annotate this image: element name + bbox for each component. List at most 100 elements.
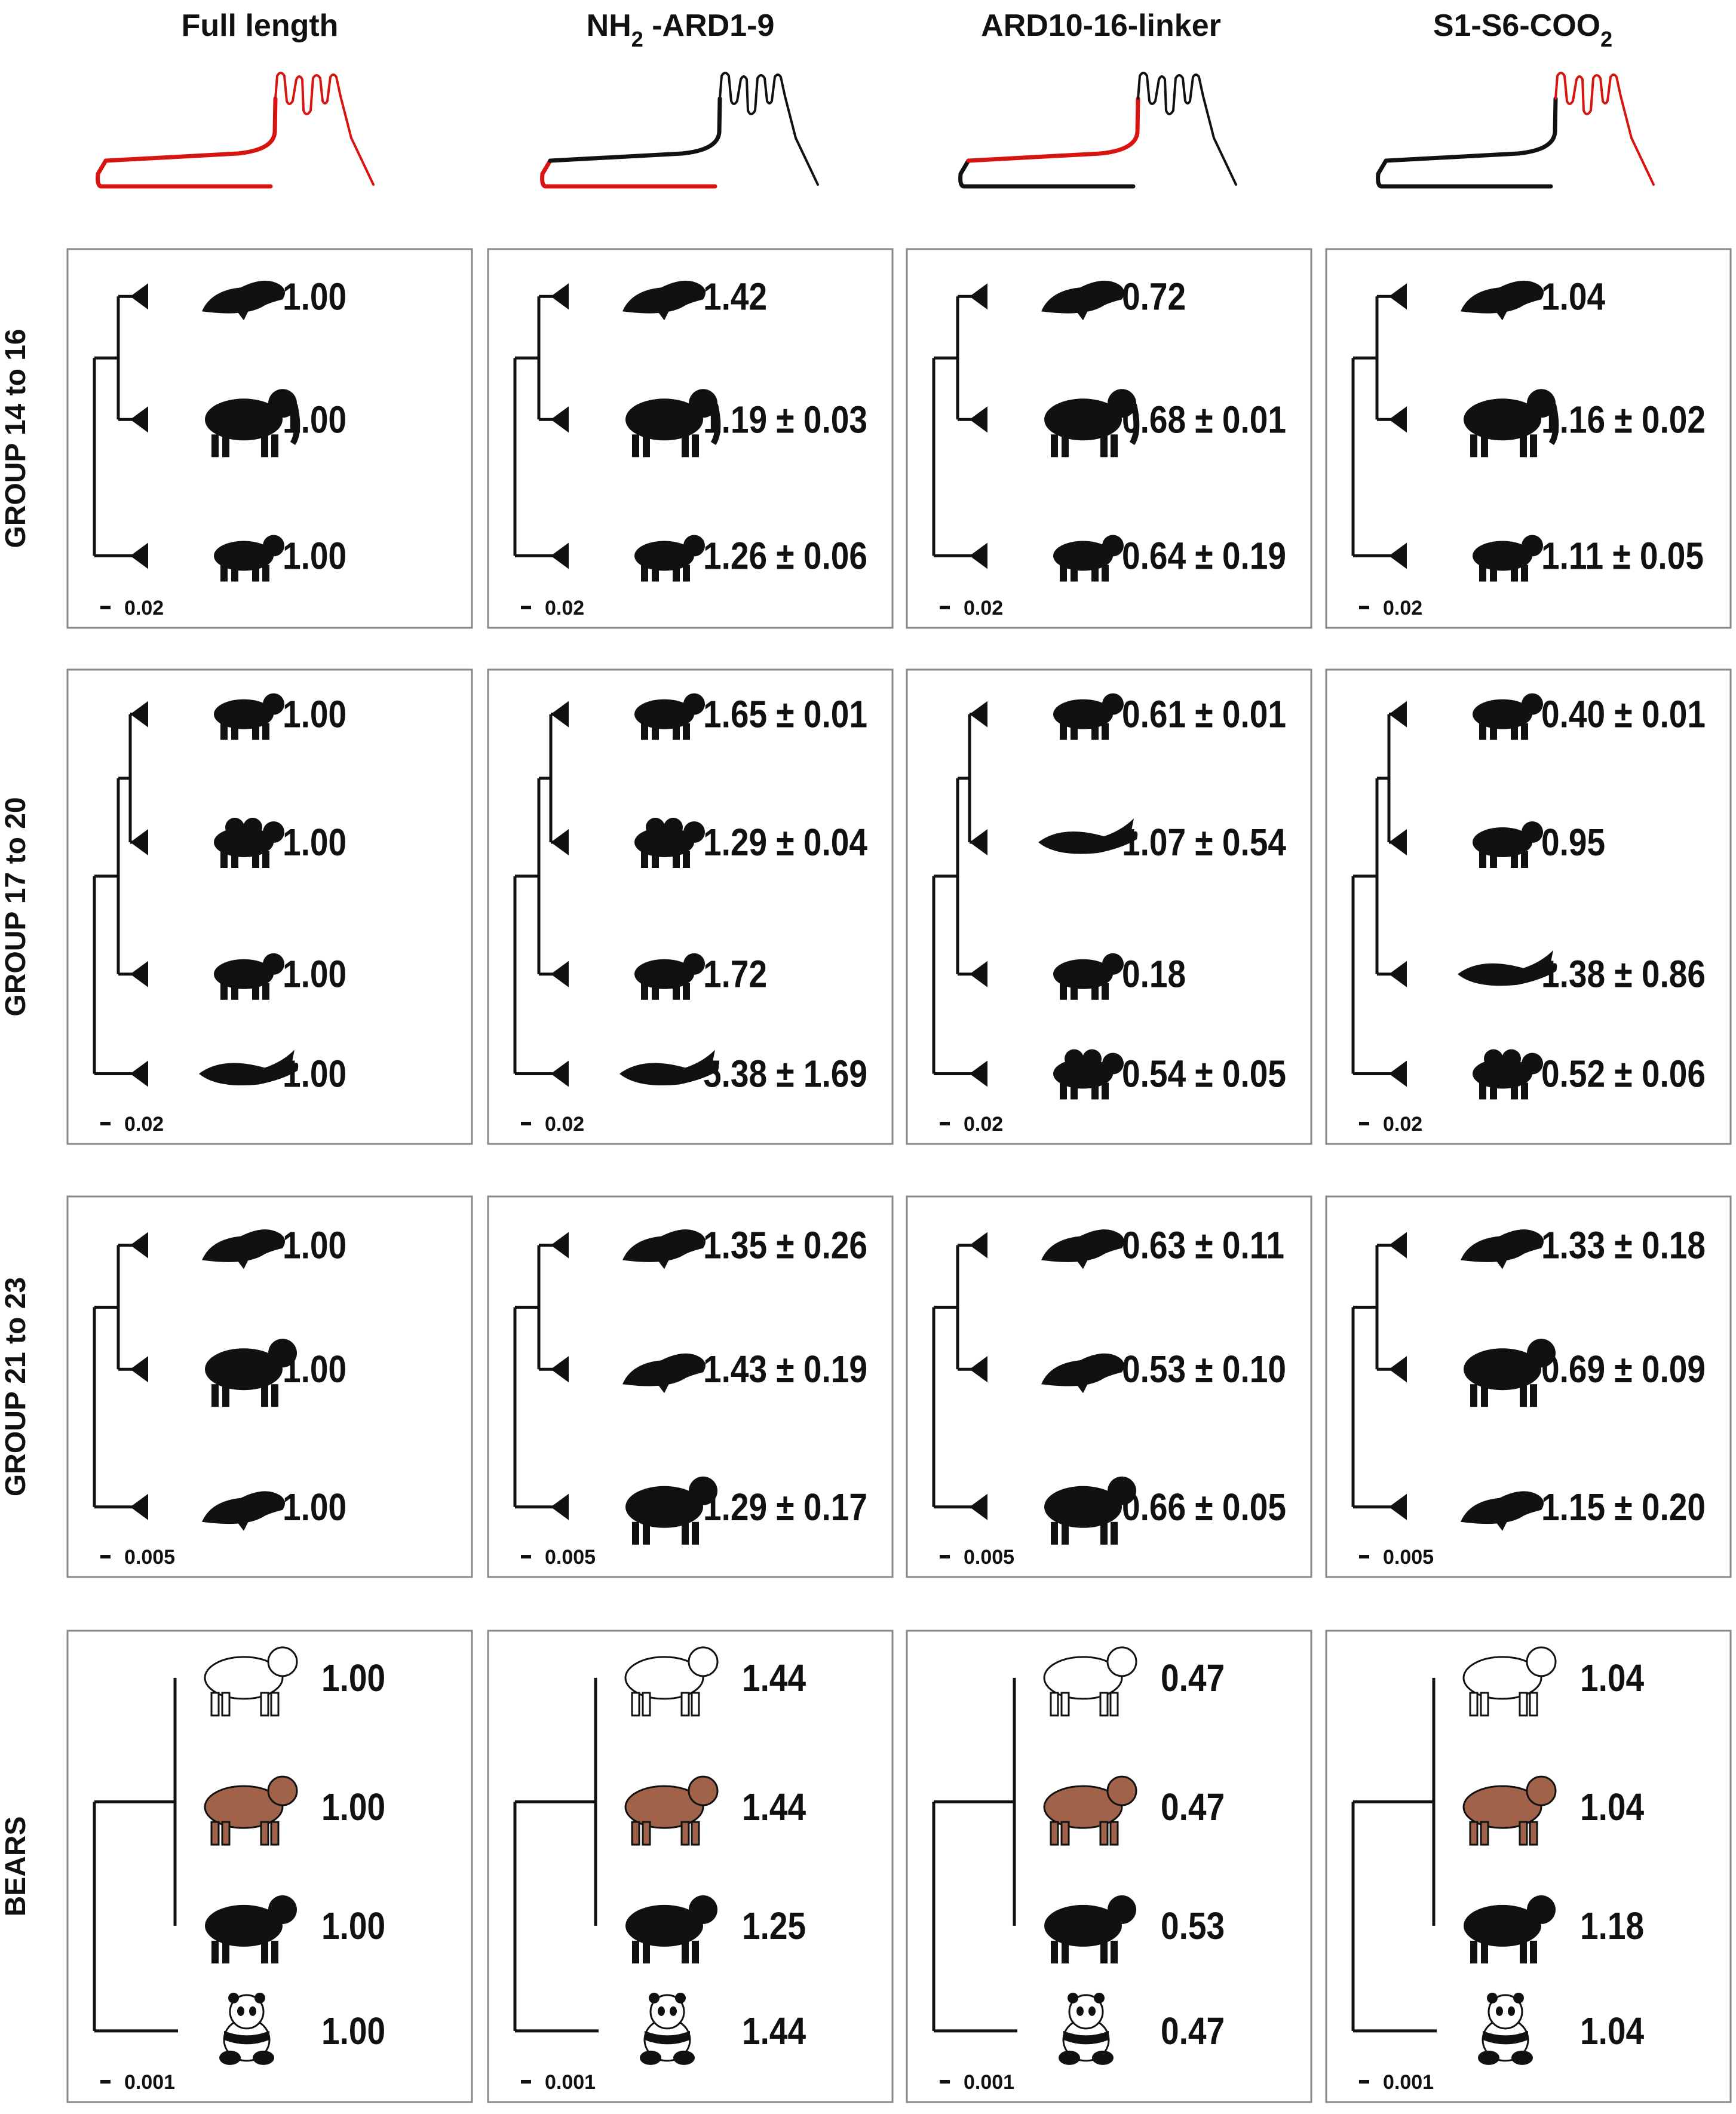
channel-topology-cartoon — [96, 72, 375, 189]
collapsed-clade-triangle — [551, 1356, 569, 1383]
scale-bar-label: 0.02 — [545, 1113, 584, 1136]
collapsed-clade-triangle — [130, 1232, 148, 1259]
expression-value: 1.29 ± 0.17 — [703, 1486, 867, 1529]
elephant-icon — [205, 389, 300, 458]
panel-frame — [487, 1630, 894, 2103]
channel-topology-cartoon — [958, 72, 1237, 189]
collapsed-clade-triangle — [551, 1232, 569, 1259]
expression-value: 1.38 ± 0.86 — [1541, 953, 1706, 996]
segment-n-terminus — [958, 158, 1136, 189]
bear-icon — [205, 1339, 297, 1407]
tree-panel: 1.00 1.00 1.00 0.005 — [66, 1195, 473, 1578]
row-label: GROUP 17 to 20 — [0, 797, 32, 1016]
tree-panel: 0.47 0.47 0.53 0.47 0.001 — [906, 1630, 1312, 2103]
column-header-text: Full length — [182, 8, 339, 43]
expression-value: 0.63 ± 0.11 — [1122, 1224, 1284, 1267]
expression-value: 0.66 ± 0.05 — [1122, 1486, 1286, 1529]
channel-topology-cartoon — [540, 72, 819, 189]
expression-value: 1.26 ± 0.06 — [703, 535, 867, 578]
row-label: GROUP 21 to 23 — [0, 1277, 32, 1496]
collapsed-clade-triangle — [551, 1060, 569, 1087]
panda-icon — [1478, 1992, 1533, 2065]
hyrax-icon — [634, 953, 705, 1000]
expression-value: 1.00 — [283, 821, 346, 864]
collapsed-clade-triangle — [970, 542, 987, 569]
collapsed-clade-triangle — [130, 283, 148, 310]
sea-lion-icon — [1461, 1229, 1544, 1269]
expression-value: 0.47 — [1161, 1656, 1225, 1699]
collapsed-clade-triangle — [551, 542, 569, 569]
collapsed-clade-triangle — [130, 829, 148, 856]
phylogenetic-tree — [93, 283, 148, 569]
hyrax-icon — [1473, 821, 1543, 869]
tree-panel: 1.42 1.19 ± 0.03 1.26 ± 0.06 0.02 — [487, 248, 894, 629]
tree-panel: 0.72 0.68 ± 0.01 0.64 ± 0.19 0.02 — [906, 248, 1312, 629]
panel-frame — [66, 1195, 473, 1578]
expression-value: 0.68 ± 0.01 — [1122, 398, 1286, 441]
tree-panel: 1.00 1.00 1.00 1.00 0.001 — [66, 1630, 473, 2103]
brown-bear-icon — [204, 1775, 298, 1846]
whale-icon — [1038, 818, 1138, 854]
polar-bear-icon — [1462, 1646, 1557, 1717]
expression-value: 1.04 — [1580, 2009, 1644, 2052]
phylogenetic-tree — [1351, 701, 1407, 1087]
pig-icon — [214, 693, 284, 740]
column-header-text: ARD10-16-linker — [981, 8, 1221, 43]
otter-icon — [1461, 1491, 1544, 1531]
segment-n-terminus — [1376, 158, 1553, 189]
panel-frame — [1325, 1195, 1732, 1578]
collapsed-clade-triangle — [970, 283, 987, 310]
segment-n-terminus — [96, 158, 273, 189]
column-header-subscript: 2 — [631, 27, 643, 51]
panel-frame — [66, 1630, 473, 2103]
panel-frame — [906, 1195, 1312, 1578]
collapsed-clade-triangle — [551, 961, 569, 987]
scale-bar-label: 0.02 — [124, 597, 164, 619]
segment-ard10-16-linker — [966, 96, 1140, 163]
scale-bar-label: 0.001 — [964, 2071, 1014, 2094]
tree-panel: 1.35 ± 0.26 1.43 ± 0.19 1.29 ± 0.17 0.005 — [487, 1195, 894, 1578]
expression-value: 1.33 ± 0.18 — [1541, 1224, 1706, 1267]
black-bear-icon — [1044, 1895, 1136, 1963]
scale-bar-label: 0.02 — [1383, 597, 1422, 619]
expression-value: 1.04 — [1580, 1785, 1644, 1828]
collapsed-clade-triangle — [130, 542, 148, 569]
phylogenetic-tree — [93, 1677, 178, 2033]
expression-value: 1.16 ± 0.02 — [1541, 398, 1706, 441]
expression-value: 0.47 — [1161, 2009, 1225, 2052]
collapsed-clade-triangle — [551, 283, 569, 310]
phylogenetic-tree — [513, 701, 569, 1087]
collapsed-clade-triangle — [1389, 1493, 1407, 1520]
phylogenetic-tree — [1351, 283, 1407, 569]
bear-icon — [1044, 1476, 1136, 1545]
otter-icon — [1041, 1353, 1124, 1394]
collapsed-clade-triangle — [130, 701, 148, 728]
scale-bar-label: 0.02 — [964, 1113, 1003, 1136]
collapsed-clade-triangle — [970, 961, 987, 987]
phylogenetic-tree — [93, 1232, 148, 1520]
collapsed-clade-triangle — [1389, 283, 1407, 310]
collapsed-clade-triangle — [1389, 1060, 1407, 1087]
column-header: NH2 -ARD1-9 — [587, 8, 775, 51]
collapsed-clade-triangle — [551, 701, 569, 728]
tree-panel: 1.44 1.44 1.25 1.44 0.001 — [487, 1630, 894, 2103]
expression-value: 1.44 — [742, 2009, 806, 2052]
expression-value: 1.44 — [742, 1656, 806, 1699]
column-header-text-rest: -ARD1-9 — [643, 8, 775, 43]
expression-value: 1.29 ± 0.04 — [703, 821, 867, 864]
row-label: GROUP 14 to 16 — [0, 329, 32, 548]
phylogenetic-tree — [932, 1677, 1017, 2033]
expression-value: 0.53 — [1161, 1904, 1225, 1947]
expression-value: 0.47 — [1161, 1785, 1225, 1828]
tree-panel: 0.63 ± 0.11 0.53 ± 0.10 0.66 ± 0.05 0.005 — [906, 1195, 1312, 1578]
phylogenetic-tree — [932, 701, 987, 1087]
expression-value: 0.72 — [1122, 275, 1186, 318]
expression-value: 1.00 — [283, 1486, 346, 1529]
channel-topology-cartoon — [1376, 72, 1655, 189]
tree-panel: 1.33 ± 0.18 0.69 ± 0.09 1.15 ± 0.20 0.005 — [1325, 1195, 1732, 1578]
panel-frame — [906, 668, 1312, 1145]
collapsed-clade-triangle — [970, 406, 987, 433]
collapsed-clade-triangle — [1389, 1356, 1407, 1383]
panel-frame — [1325, 1630, 1732, 2103]
phylogenetic-tree — [93, 701, 148, 1087]
